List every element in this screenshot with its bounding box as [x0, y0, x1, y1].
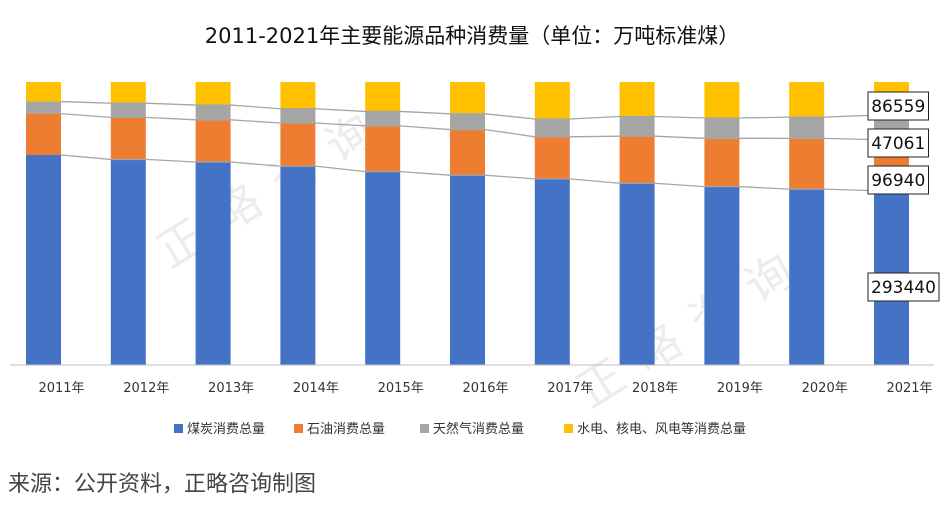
x-tick-label: 2013年 — [208, 381, 254, 396]
bar-segment — [619, 183, 655, 365]
x-tick-label: 2021年 — [886, 381, 932, 396]
stacked-bar-chart: 2011年 2012年 2013年 2014年 2015年 2016年 2017年 2018年… — [10, 82, 940, 437]
bar-segment — [280, 166, 316, 365]
bar-segment — [195, 105, 231, 120]
bar-segment — [534, 82, 570, 119]
bar-segment — [365, 125, 401, 172]
bar-segment — [450, 113, 485, 130]
x-tick-label: 2014年 — [293, 381, 339, 396]
bar-segment — [110, 82, 146, 104]
bar-segment — [280, 82, 316, 109]
legend-swatch — [564, 424, 573, 433]
bar-segment — [534, 118, 570, 137]
bar-segment — [704, 186, 740, 365]
bar-segment — [534, 178, 570, 365]
legend-swatch — [174, 424, 183, 433]
bar-segment — [195, 82, 231, 106]
legend-label: 天然气消费总量 — [433, 421, 524, 437]
bar-segment — [450, 129, 485, 176]
bar-segment — [110, 103, 146, 118]
x-tick-label: 2020年 — [802, 381, 848, 396]
bar-segment — [534, 136, 570, 179]
data-label: 96940 — [871, 171, 925, 191]
bar-segment — [110, 159, 146, 365]
x-tick-label: 2018年 — [632, 381, 678, 396]
data-label-box — [867, 165, 929, 195]
bar-segment — [26, 154, 61, 365]
bar-segment — [365, 171, 401, 365]
bar-segment — [26, 101, 61, 114]
bar-segment — [450, 175, 485, 365]
bar-segment — [26, 113, 61, 155]
bar-segment — [704, 138, 740, 187]
legend-swatch — [420, 424, 429, 433]
x-tick-label: 2015年 — [378, 381, 424, 396]
bar-segment — [110, 117, 146, 160]
bar-segment — [26, 82, 61, 102]
legend-label: 水电、核电、风电等消费总量 — [577, 421, 746, 437]
bar-segment — [365, 82, 401, 112]
source-note: 来源：公开资料，正略咨询制图 — [8, 472, 317, 497]
trend-line — [60, 100, 875, 120]
data-label-box — [867, 272, 940, 302]
trend-line — [60, 112, 875, 141]
bar-segment — [365, 111, 401, 126]
bar-segment — [195, 119, 231, 163]
chart-title: 2011-2021年主要能源品种消费量（单位：万吨标准煤） — [204, 24, 740, 48]
bar-segment — [619, 82, 655, 117]
bar-segment — [195, 162, 231, 365]
data-label: 47061 — [871, 134, 925, 154]
bar-segment — [789, 138, 825, 190]
x-tick-label: 2011年 — [38, 381, 84, 396]
data-label: 293440 — [871, 278, 936, 298]
bar-segment — [619, 136, 655, 184]
data-label: 86559 — [871, 97, 925, 117]
data-label-box — [867, 128, 929, 158]
x-tick-label: 2016年 — [462, 381, 508, 396]
legend-label: 石油消费总量 — [307, 422, 385, 437]
bar-segment — [789, 82, 825, 118]
bar-segment — [619, 116, 655, 137]
bar-segment — [789, 117, 825, 139]
bar-segment — [450, 82, 485, 114]
x-tick-label: 2012年 — [123, 381, 169, 396]
bar-segment — [704, 82, 740, 119]
x-tick-label: 2017年 — [547, 381, 593, 396]
data-label-box — [867, 91, 929, 121]
bar-segment — [789, 189, 825, 365]
bar-segment — [280, 108, 316, 124]
x-tick-label: 2019年 — [717, 381, 763, 396]
legend-swatch — [294, 424, 303, 433]
trend-line — [60, 154, 875, 192]
legend-label: 煤炭消费总量 — [187, 422, 265, 437]
bar-segment — [704, 118, 740, 139]
bar-segment — [280, 123, 316, 167]
